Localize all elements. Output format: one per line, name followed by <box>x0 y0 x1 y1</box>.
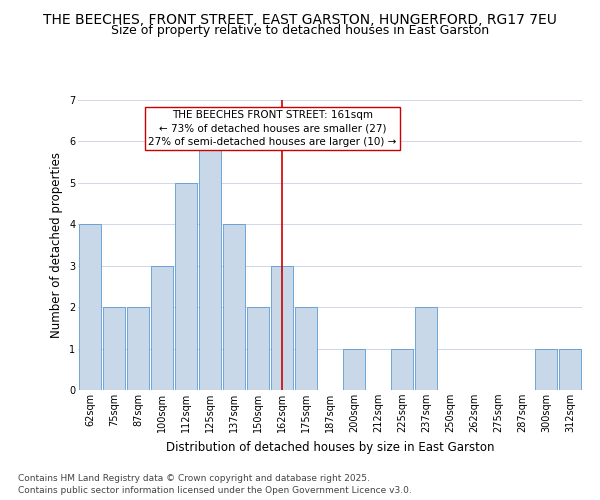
Bar <box>559 348 581 390</box>
Text: THE BEECHES, FRONT STREET, EAST GARSTON, HUNGERFORD, RG17 7EU: THE BEECHES, FRONT STREET, EAST GARSTON,… <box>43 12 557 26</box>
Bar <box>175 183 197 390</box>
Bar <box>295 307 317 390</box>
Bar <box>151 266 173 390</box>
Bar <box>127 307 149 390</box>
Bar <box>247 307 269 390</box>
Bar <box>391 348 413 390</box>
Bar <box>343 348 365 390</box>
Bar <box>271 266 293 390</box>
Bar <box>223 224 245 390</box>
Bar <box>103 307 125 390</box>
Bar <box>199 142 221 390</box>
Y-axis label: Number of detached properties: Number of detached properties <box>50 152 64 338</box>
Bar <box>535 348 557 390</box>
Text: THE BEECHES FRONT STREET: 161sqm
← 73% of detached houses are smaller (27)
27% o: THE BEECHES FRONT STREET: 161sqm ← 73% o… <box>148 110 397 147</box>
Bar <box>415 307 437 390</box>
Text: Contains HM Land Registry data © Crown copyright and database right 2025.
Contai: Contains HM Land Registry data © Crown c… <box>18 474 412 495</box>
Text: Size of property relative to detached houses in East Garston: Size of property relative to detached ho… <box>111 24 489 37</box>
X-axis label: Distribution of detached houses by size in East Garston: Distribution of detached houses by size … <box>166 440 494 454</box>
Bar <box>79 224 101 390</box>
